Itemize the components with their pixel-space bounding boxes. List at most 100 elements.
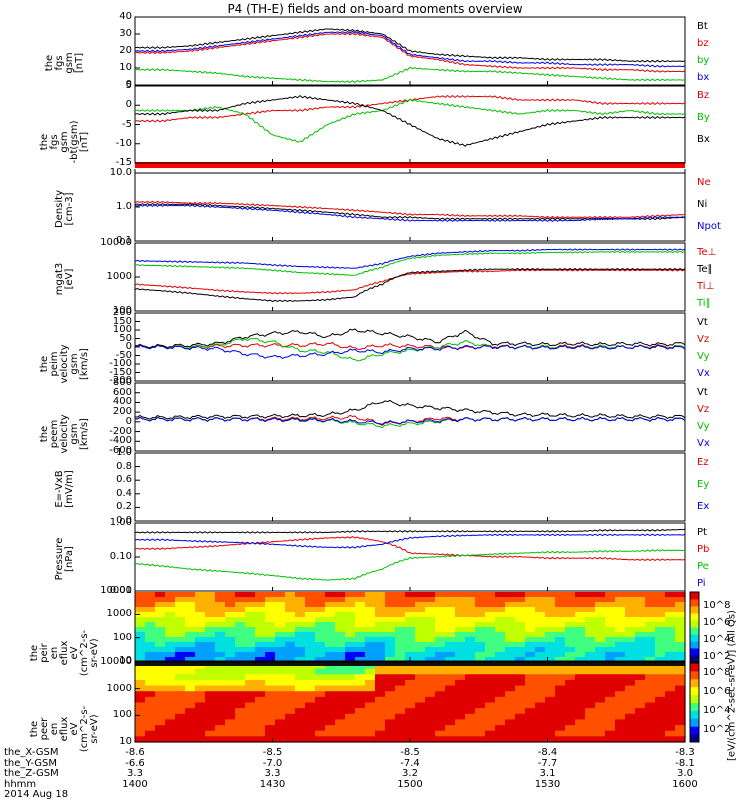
spectrogram-cell — [235, 602, 246, 608]
spectrogram-cell — [555, 691, 566, 698]
spectrogram-cell — [165, 647, 176, 653]
spectrogram-cell — [235, 632, 246, 638]
spectrogram-cell — [605, 602, 616, 608]
spectrogram-cell — [245, 663, 256, 670]
spectrogram-cell — [665, 642, 676, 648]
spectrogram-cell — [235, 652, 246, 658]
spectrogram-cell — [465, 719, 476, 726]
spectrogram-cell — [435, 679, 446, 687]
spectrogram-cell — [435, 592, 446, 598]
spectrogram-cell — [295, 691, 306, 698]
spectrogram-cell — [165, 685, 176, 692]
y-axis-label-line: [nPa] — [64, 546, 75, 572]
spectrogram-cell — [325, 657, 336, 663]
spectrogram-cell — [545, 622, 556, 628]
spectrogram-cell — [205, 622, 216, 628]
spectrogram-cell — [145, 713, 156, 721]
spectrogram-cell — [195, 592, 206, 598]
spectrogram-cell — [135, 719, 146, 726]
spectrogram-cell — [315, 637, 326, 643]
spectrogram-cell — [425, 674, 436, 681]
spectrogram-cell — [195, 702, 206, 709]
spectrogram-cell — [295, 702, 306, 709]
spectrogram-cell — [595, 607, 606, 613]
spectrogram-cell — [615, 632, 626, 638]
spectrogram-cell — [385, 637, 396, 643]
spectrogram-cell — [375, 647, 386, 653]
spectrogram-cell — [155, 597, 166, 603]
spectrogram-cell — [535, 592, 546, 598]
spectrogram-cell — [135, 668, 146, 675]
spectrogram-cell — [535, 730, 546, 737]
spectrogram-cell — [145, 679, 156, 687]
spectrogram-cell — [375, 592, 386, 598]
spectrogram-cell — [155, 642, 166, 648]
spectrogram-cell — [615, 663, 626, 670]
spectrogram-cell — [285, 627, 296, 633]
colorbar-frame — [689, 591, 700, 663]
spectrogram-cell — [645, 674, 656, 681]
spectrogram-cell — [415, 652, 426, 658]
spectrogram-cell — [675, 736, 686, 743]
spectrogram-cell — [265, 592, 276, 598]
spectrogram-cell — [625, 627, 636, 633]
spectrogram-cell — [665, 652, 676, 658]
spectrogram-cell — [205, 719, 216, 726]
colorbar-gradient — [690, 592, 699, 663]
spectrogram-cell — [625, 668, 636, 675]
spectrogram-cell — [455, 627, 466, 633]
spectrogram-cell — [655, 647, 666, 653]
spectrogram-cell — [615, 597, 626, 603]
spectrogram-cell — [615, 679, 626, 687]
spectrogram-cell — [385, 736, 396, 743]
spectrogram-cell — [415, 617, 426, 623]
spectrogram-cell — [635, 663, 646, 670]
spectrogram-cell — [355, 702, 366, 709]
spectrogram-cell — [535, 622, 546, 628]
spectrogram-cell — [145, 617, 156, 623]
spectrogram-cell — [385, 652, 396, 658]
y-axis-label-line: sr-eV) — [89, 638, 100, 668]
spectrogram-cell — [585, 719, 596, 726]
spectrogram-cell — [425, 652, 436, 658]
spectrogram-cell — [195, 597, 206, 603]
spectrogram-cell — [455, 602, 466, 608]
spectrogram-cell — [475, 617, 486, 623]
spectrogram-cell — [375, 627, 386, 633]
spectrogram-cell — [515, 702, 526, 709]
x-axis-x-value: -8.6 — [125, 747, 145, 758]
spectrogram-cell — [635, 657, 646, 663]
spectrogram-cell — [635, 627, 646, 633]
colorbar-gradient — [690, 663, 699, 743]
spectrogram-cell — [655, 607, 666, 613]
spectrogram-cell — [535, 674, 546, 681]
spectrogram-cell — [175, 702, 186, 709]
spectrogram-cell — [595, 602, 606, 608]
spectrogram-cell — [625, 708, 636, 715]
spectrogram-cell — [625, 685, 636, 692]
spectrogram-cell — [265, 730, 276, 737]
spectrogram-cell — [595, 668, 606, 675]
spectrogram-cell — [345, 730, 356, 737]
spectrogram-cell — [615, 622, 626, 628]
spectrogram-cell — [265, 622, 276, 628]
spectrogram-cell — [555, 617, 566, 623]
spectrogram-cell — [475, 652, 486, 658]
y-axis-label-peim: the peim velocity gsm [km/s] — [39, 334, 90, 394]
spectrogram-cell — [235, 730, 246, 737]
spectrogram-cell — [505, 713, 516, 721]
spectrogram-cell — [175, 725, 186, 732]
spectrogram-cell — [635, 696, 646, 704]
spectrogram-cell — [145, 725, 156, 732]
spectrogram-cell — [485, 592, 496, 598]
y-tick-label: 0.01 — [109, 585, 132, 596]
spectrogram-cell — [585, 679, 596, 687]
spectrogram-cell — [385, 691, 396, 698]
spectrogram-cell — [225, 652, 236, 658]
spectrogram-cell — [155, 592, 166, 598]
spectrogram-cell — [675, 674, 686, 681]
spectrogram-cell — [495, 696, 506, 704]
spectrogram-cell — [605, 617, 616, 623]
spectrogram-cell — [555, 642, 566, 648]
spectrogram-cell — [135, 602, 146, 608]
